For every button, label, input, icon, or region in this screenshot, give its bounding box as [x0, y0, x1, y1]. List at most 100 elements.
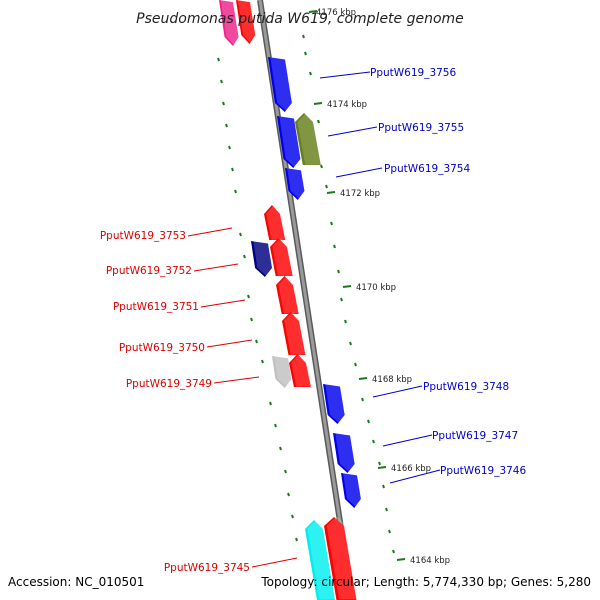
- leader-line: [389, 469, 441, 484]
- ring-dot: [340, 297, 343, 302]
- ring-dot: [228, 145, 231, 150]
- ring-dot: [392, 549, 395, 554]
- tick-label: 4174 kbp: [327, 100, 367, 110]
- ring-dot: [309, 71, 312, 76]
- scale-tick: [396, 558, 406, 561]
- scale-tick: [308, 10, 318, 13]
- scale-ticks: 4176 kbp 4174 kbp 4172 kbp 4170 kbp 4168 kbp…: [308, 8, 450, 566]
- tick-label: 4172 kbp: [340, 189, 380, 199]
- ring-dot: [372, 439, 375, 444]
- tick-label: 4176 kbp: [316, 8, 356, 18]
- ring-dot: [378, 461, 381, 466]
- feature-grey: [272, 355, 294, 388]
- tick-label: 4164 kbp: [410, 556, 450, 566]
- feature-navy: [251, 240, 275, 277]
- feature-PputW619_3747: [333, 432, 357, 473]
- ring-dot: [337, 269, 340, 274]
- ring-dot: [295, 537, 298, 542]
- ring-dot: [239, 232, 242, 237]
- tick-label: 4170 kbp: [356, 283, 396, 293]
- leader-line: [327, 126, 378, 137]
- ring-dot: [274, 423, 277, 428]
- leader-line: [213, 376, 260, 384]
- gene-label-PputW619_3748: PputW619_3748: [423, 381, 509, 393]
- ring-dot: [287, 492, 290, 497]
- ring-dot: [279, 446, 282, 451]
- leader-line: [335, 167, 383, 178]
- gene-label-PputW619_3745: PputW619_3745: [164, 562, 250, 574]
- ring-dot: [234, 189, 237, 194]
- gene-label-PputW619_3751: PputW619_3751: [113, 301, 199, 313]
- feature-PputW619_3749: [289, 353, 314, 387]
- leader-line: [206, 339, 253, 348]
- feature-PputW619_3753: [264, 204, 288, 240]
- feature-PputW619_3751: [276, 275, 301, 314]
- ring-dot: [269, 401, 272, 406]
- leader-line: [193, 263, 239, 272]
- ring-dot: [217, 57, 220, 62]
- ring-dot: [382, 484, 385, 489]
- scale-tick: [326, 191, 336, 194]
- leader-line: [319, 71, 371, 79]
- ring-dot: [330, 221, 333, 226]
- ring-dot: [304, 51, 307, 56]
- ring-dot: [250, 317, 253, 322]
- ring-dot: [291, 514, 294, 519]
- tick-dot-rings: [217, 34, 395, 554]
- leader-line: [372, 385, 423, 398]
- gene-label-PputW619_3746: PputW619_3746: [440, 465, 526, 477]
- gene-labels: PputW619_3756 PputW619_3755 PputW619_3754 P…: [100, 67, 527, 574]
- leader-line: [187, 227, 233, 237]
- ring-dot: [354, 362, 357, 367]
- scale-tick: [358, 377, 368, 380]
- scale-tick: [313, 102, 323, 105]
- feature-red-top: [236, 0, 258, 44]
- tick-label: 4168 kbp: [372, 375, 412, 385]
- feature-PputW619_3750: [282, 311, 308, 355]
- ring-dot: [255, 339, 258, 344]
- ring-dot: [302, 34, 305, 39]
- map-title: Pseudomonas putida W619, complete genome: [136, 11, 464, 27]
- leader-line: [382, 434, 433, 447]
- ring-dot: [317, 119, 320, 124]
- ring-dot: [385, 507, 388, 512]
- feature-PputW619_3746: [341, 472, 363, 508]
- ring-dot: [220, 79, 223, 84]
- gene-label-PputW619_3756: PputW619_3756: [370, 67, 456, 79]
- ring-dot: [243, 254, 246, 259]
- accession-text: Accession: NC_010501: [8, 575, 144, 589]
- topology-summary-text: Topology: circular; Length: 5,774,330 bp…: [260, 575, 591, 589]
- ring-dot: [349, 341, 352, 346]
- feature-PputW619_3752: [270, 237, 295, 276]
- ring-dot: [231, 167, 234, 172]
- scale-tick: [342, 285, 352, 288]
- ring-dot: [361, 397, 364, 402]
- ring-dot: [388, 529, 391, 534]
- gene-label-PputW619_3747: PputW619_3747: [432, 430, 518, 442]
- tick-label: 4166 kbp: [391, 464, 431, 474]
- feature-PputW619_3754: [285, 167, 307, 200]
- gene-label-PputW619_3754: PputW619_3754: [384, 163, 470, 175]
- ring-dot: [367, 419, 370, 424]
- ring-dot: [247, 294, 250, 299]
- ring-dot: [222, 101, 225, 106]
- feature-cyan-bottom: [305, 519, 338, 600]
- gene-label-PputW619_3752: PputW619_3752: [106, 265, 192, 277]
- gene-label-PputW619_3750: PputW619_3750: [119, 342, 205, 354]
- gene-label-PputW619_3753: PputW619_3753: [100, 230, 186, 242]
- ring-dot: [261, 359, 264, 364]
- feature-pink-top: [219, 0, 241, 46]
- ring-dot: [284, 469, 287, 474]
- feature-PputW619_3756: [268, 56, 295, 112]
- leader-line: [200, 299, 246, 308]
- gene-label-PputW619_3755: PputW619_3755: [378, 122, 464, 134]
- feature-PputW619_3748: [323, 383, 347, 424]
- gene-features: [219, 0, 363, 600]
- gene-label-PputW619_3749: PputW619_3749: [126, 378, 212, 390]
- ring-dot: [320, 164, 323, 169]
- leader-line: [251, 557, 298, 568]
- ring-dot: [344, 319, 347, 324]
- ring-dot: [225, 123, 228, 128]
- feature-olive: [295, 112, 324, 165]
